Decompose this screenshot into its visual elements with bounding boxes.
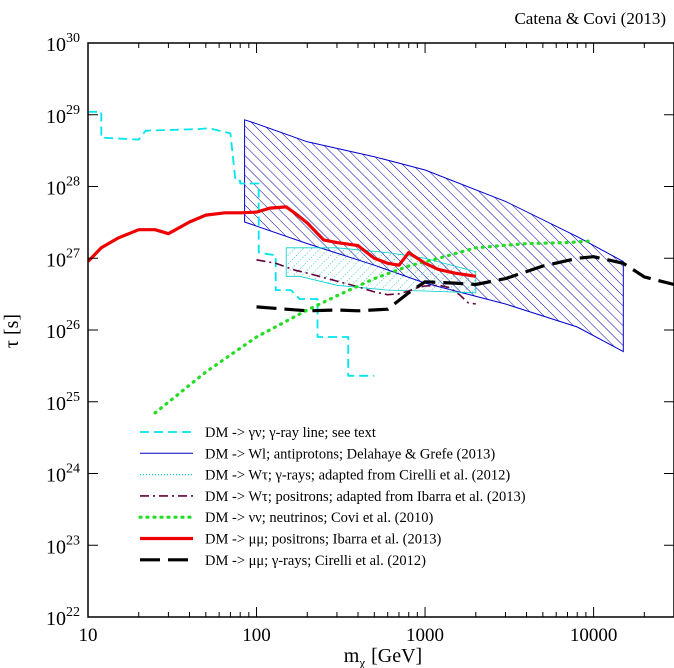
- series-band-1: [244, 119, 624, 353]
- y-axis-label: τ [s]: [1, 314, 23, 348]
- x-axis-label-main: m: [344, 645, 360, 667]
- legend-label-4: DM -> νν; neutrinos; Covi et al. (2010): [205, 510, 433, 526]
- y-tick-label: 1029: [46, 103, 80, 128]
- legend: DM -> γν; γ-ray line; see text DM -> Wl; …: [138, 425, 526, 569]
- bands-group: [244, 119, 624, 353]
- y-tick-label: 1025: [46, 390, 80, 415]
- series-line-3: [256, 259, 476, 305]
- y-tick-exponent: 27: [66, 246, 80, 261]
- y-tick-label: 1022: [46, 605, 80, 630]
- series-line-5: [88, 205, 477, 278]
- y-tick-exponent: 28: [66, 175, 80, 190]
- x-axis-label: mχ [GeV]: [344, 645, 422, 668]
- series-line-4: [153, 239, 596, 415]
- y-tick-label: 1028: [46, 175, 80, 200]
- y-tick-exponent: 22: [66, 605, 80, 620]
- x-tick-label: 10000: [570, 625, 618, 646]
- y-tick-exponent: 30: [66, 31, 80, 46]
- legend-label-6: DM -> μμ; γ-rays; Cirelli et al. (2012): [205, 553, 426, 569]
- x-tick-label: 10: [79, 625, 98, 646]
- legend-label-3: DM -> Wτ; positrons; adapted from Ibarra…: [205, 489, 526, 505]
- annotation: Catena & Covi (2013): [514, 9, 666, 28]
- series-line-6: [256, 255, 674, 313]
- legend-label-1: DM -> Wl; antiprotons; Delahaye & Grefe …: [205, 446, 495, 462]
- y-tick-exponent: 29: [66, 103, 80, 118]
- y-tick-exponent: 24: [66, 462, 80, 477]
- y-tick-exponent: 25: [66, 390, 80, 405]
- lines-group: [88, 110, 674, 415]
- y-tick-label: 1027: [46, 246, 80, 271]
- y-axis-ticks: 1022 1023 1024 1025 1026 1027 1028 1029 1030: [46, 31, 674, 630]
- y-tick-label: 1030: [46, 31, 80, 56]
- y-tick-label: 1023: [46, 533, 80, 558]
- x-axis-label-subscript: χ: [358, 655, 365, 668]
- x-tick-label: 100: [242, 625, 271, 646]
- legend-label-0: DM -> γν; γ-ray line; see text: [205, 425, 376, 441]
- x-axis-label-unit: [GeV]: [371, 645, 422, 667]
- y-tick-label: 1024: [46, 462, 80, 487]
- y-tick-exponent: 26: [66, 318, 80, 333]
- legend-label-5: DM -> μμ; positrons; Ibarra et al. (2013…: [205, 532, 442, 548]
- x-axis-ticks: 10 100 1000 10000: [79, 43, 674, 646]
- x-tick-label: 1000: [406, 625, 444, 646]
- legend-label-2: DM -> Wτ; γ-rays; adapted from Cirelli e…: [205, 468, 510, 484]
- y-tick-exponent: 23: [66, 533, 80, 548]
- y-tick-label: 1026: [46, 318, 80, 343]
